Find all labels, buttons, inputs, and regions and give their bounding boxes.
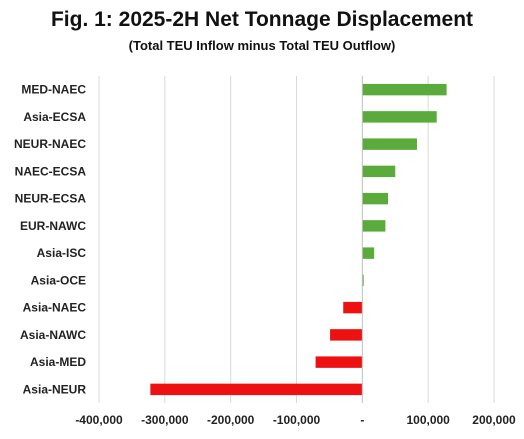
category-label: NEUR-NAEC [14,137,86,151]
chart-subtitle: (Total TEU Inflow minus Total TEU Outflo… [128,38,396,53]
category-label: Asia-NEUR [23,382,87,396]
category-label: EUR-NAWC [20,219,86,233]
category-label: Asia-OCE [31,273,86,287]
category-label: Asia-MED [30,355,86,369]
x-tick-label: -300,000 [141,413,189,427]
bar [330,329,363,341]
bar [362,220,386,232]
bar [150,383,363,396]
category-label: Asia-NAEC [23,301,87,315]
x-tick-label: 200,000 [472,413,516,427]
category-label: Asia-ECSA [23,110,86,124]
x-tick-label: -100,000 [273,413,321,427]
bar [362,111,437,123]
bar [362,247,375,259]
x-tick-label: - [360,413,364,427]
category-label: NEUR-ECSA [15,192,87,206]
bar [362,138,417,150]
chart-title: Fig. 1: 2025-2H Net Tonnage Displacement [50,8,474,31]
category-label: NAEC-ECSA [15,164,87,178]
category-label: MED-NAEC [21,83,86,97]
bar [362,83,447,96]
bar [315,356,363,368]
x-tick-label: -400,000 [75,413,123,427]
bar [343,301,363,314]
bar [362,274,364,287]
x-tick-label: -200,000 [207,413,255,427]
category-label: Asia-NAWC [20,328,86,342]
bar [362,192,389,205]
category-label: Asia-ISC [37,246,87,260]
bar [362,165,396,178]
x-tick-label: 100,000 [406,413,450,427]
